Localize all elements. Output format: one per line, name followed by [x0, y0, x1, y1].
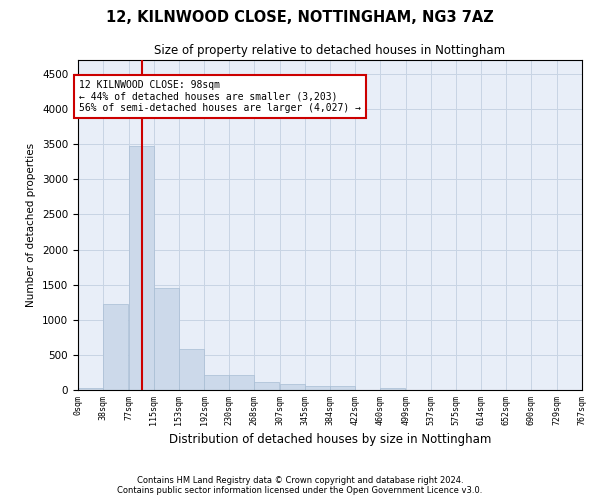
Bar — [380, 388, 405, 390]
Bar — [229, 375, 254, 390]
Bar — [78, 388, 103, 390]
X-axis label: Distribution of detached houses by size in Nottingham: Distribution of detached houses by size … — [169, 433, 491, 446]
Y-axis label: Number of detached properties: Number of detached properties — [26, 143, 37, 307]
Bar — [305, 386, 329, 390]
Bar — [103, 304, 128, 390]
Text: 12, KILNWOOD CLOSE, NOTTINGHAM, NG3 7AZ: 12, KILNWOOD CLOSE, NOTTINGHAM, NG3 7AZ — [106, 10, 494, 25]
Bar — [128, 146, 154, 390]
Bar — [254, 382, 279, 390]
Text: 12 KILNWOOD CLOSE: 98sqm
← 44% of detached houses are smaller (3,203)
56% of sem: 12 KILNWOOD CLOSE: 98sqm ← 44% of detach… — [79, 80, 361, 113]
Bar — [179, 348, 203, 390]
Bar — [154, 288, 179, 390]
Bar — [204, 375, 229, 390]
Bar — [280, 384, 305, 390]
Bar — [331, 386, 355, 390]
Title: Size of property relative to detached houses in Nottingham: Size of property relative to detached ho… — [154, 44, 506, 58]
Text: Contains HM Land Registry data © Crown copyright and database right 2024.
Contai: Contains HM Land Registry data © Crown c… — [118, 476, 482, 495]
